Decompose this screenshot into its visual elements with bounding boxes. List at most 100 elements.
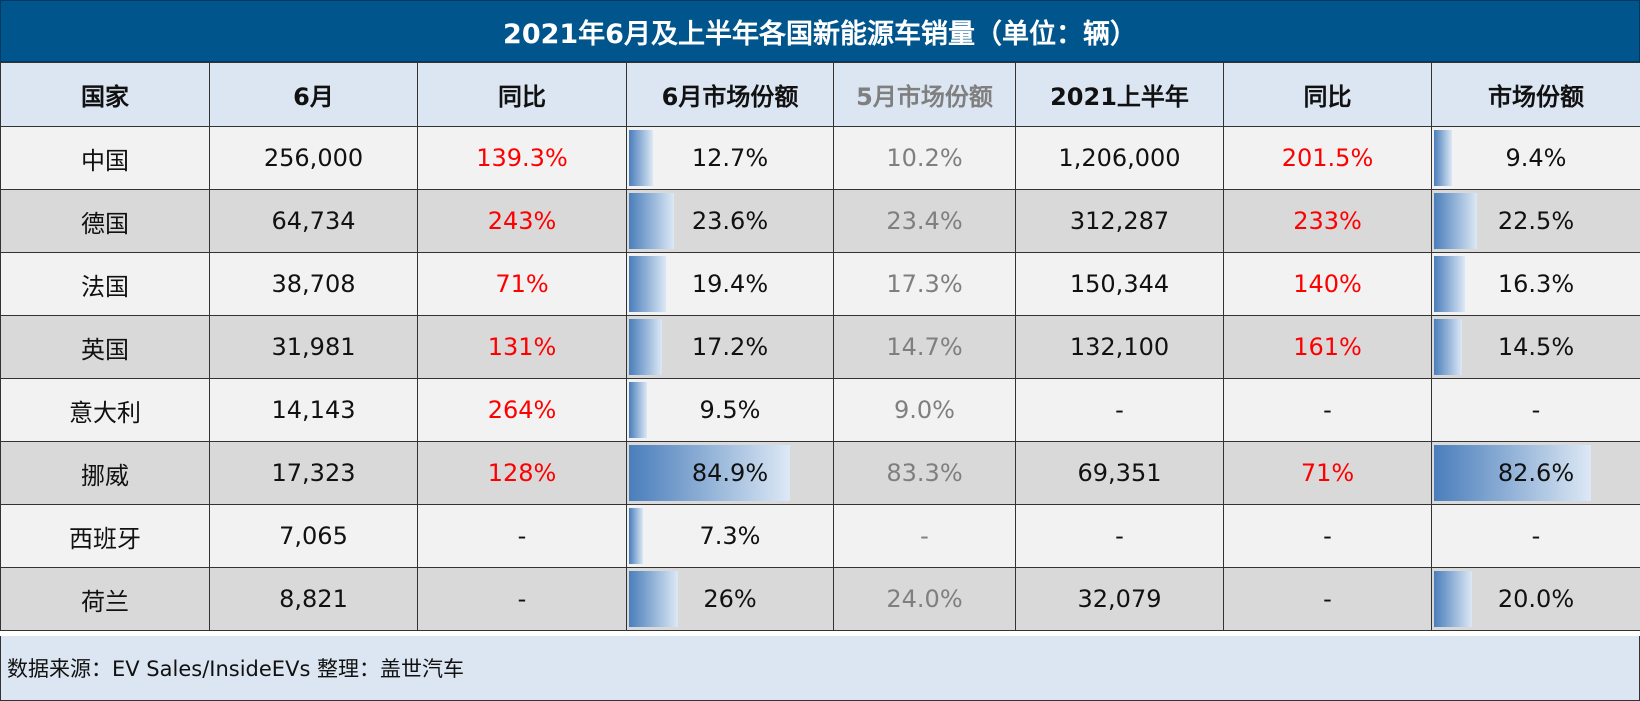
cell-value: 150,344 — [1069, 270, 1170, 298]
h1-sales-cell: 69,351 — [1015, 441, 1224, 505]
cell-value: 264% — [487, 396, 557, 424]
june-share-cell: 23.6% — [626, 189, 834, 253]
june-sales-cell: 8,821 — [209, 567, 418, 631]
june-share-cell: 7.3% — [626, 504, 834, 568]
table-row: 西班牙 7,065 - 7.3% - - - - — [0, 504, 1640, 568]
table-title: 2021年6月及上半年各国新能源车销量（单位：辆） — [0, 0, 1640, 62]
cell-value: - — [1323, 585, 1332, 613]
cell-value: - — [517, 522, 527, 550]
cell-value: 22.5% — [1497, 207, 1575, 235]
cell-value: 17.2% — [691, 333, 769, 361]
h1-share-cell: 20.0% — [1431, 567, 1640, 631]
header-h1-yoy: 同比 — [1223, 62, 1432, 127]
cell-value: 24.0% — [886, 585, 963, 613]
may-share-cell: - — [833, 504, 1016, 568]
cell-value: 7,065 — [279, 522, 348, 550]
cell-value: 英国 — [81, 335, 129, 364]
cell-value: 131% — [487, 333, 557, 361]
june-yoy-cell: 131% — [417, 315, 627, 379]
june-sales-cell: 64,734 — [209, 189, 418, 253]
h1-share-cell: 9.4% — [1431, 126, 1640, 190]
june-yoy-cell: 71% — [417, 252, 627, 316]
header-row: 国家 6月 同比 6月市场份额 5月市场份额 2021上半年 同比 市场份额 — [0, 62, 1640, 127]
june-share-cell: 17.2% — [626, 315, 834, 379]
cell-value: - — [1531, 396, 1541, 424]
h1-yoy-cell: - — [1223, 504, 1432, 568]
june-share-cell: 19.4% — [626, 252, 834, 316]
june-sales-cell: 7,065 — [209, 504, 418, 568]
cell-value: 14,143 — [271, 396, 356, 424]
cell-value: - — [1115, 396, 1124, 424]
h1-share-cell: 22.5% — [1431, 189, 1640, 253]
h1-yoy-cell: - — [1223, 567, 1432, 631]
cell-value: 26% — [703, 585, 757, 613]
may-share-cell: 17.3% — [833, 252, 1016, 316]
h1-yoy-cell: 161% — [1223, 315, 1432, 379]
may-share-cell: 24.0% — [833, 567, 1016, 631]
cell-value: 16.3% — [1497, 270, 1575, 298]
country-cell: 德国 — [0, 189, 210, 253]
country-cell: 荷兰 — [0, 567, 210, 631]
cell-value: 9.0% — [894, 396, 955, 424]
country-cell: 法国 — [0, 252, 210, 316]
cell-value: 71% — [1300, 459, 1355, 487]
june-yoy-cell: 128% — [417, 441, 627, 505]
cell-value: 243% — [487, 207, 557, 235]
data-bar — [1434, 445, 1591, 501]
country-cell: 中国 — [0, 126, 210, 190]
cell-value: 256,000 — [263, 144, 364, 172]
cell-value: 20.0% — [1497, 585, 1575, 613]
h1-yoy-cell: 140% — [1223, 252, 1432, 316]
may-share-cell: 23.4% — [833, 189, 1016, 253]
may-share-cell: 14.7% — [833, 315, 1016, 379]
june-sales-cell: 17,323 — [209, 441, 418, 505]
cell-value: 38,708 — [271, 270, 356, 298]
h1-share-cell: 14.5% — [1431, 315, 1640, 379]
may-share-cell: 10.2% — [833, 126, 1016, 190]
h1-sales-cell: 1,206,000 — [1015, 126, 1224, 190]
data-bar — [1434, 319, 1462, 375]
cell-value: 161% — [1293, 333, 1362, 361]
h1-sales-cell: - — [1015, 504, 1224, 568]
data-bar — [629, 193, 674, 249]
country-cell: 意大利 — [0, 378, 210, 442]
cell-value: 128% — [487, 459, 557, 487]
cell-value: 17.3% — [886, 270, 963, 298]
header-h1: 2021上半年 — [1015, 62, 1224, 127]
cell-value: 83.3% — [886, 459, 963, 487]
table-row: 中国 256,000 139.3% 12.7% 10.2% 1,206,000 201.5%… — [0, 126, 1640, 190]
h1-sales-cell: 312,287 — [1015, 189, 1224, 253]
cell-value: 19.4% — [691, 270, 769, 298]
h1-sales-cell: 150,344 — [1015, 252, 1224, 316]
h1-sales-cell: - — [1015, 378, 1224, 442]
june-yoy-cell: 243% — [417, 189, 627, 253]
june-share-cell: 9.5% — [626, 378, 834, 442]
cell-value: - — [1323, 522, 1332, 550]
cell-value: 140% — [1293, 270, 1362, 298]
table-row: 德国 64,734 243% 23.6% 23.4% 312,287 233% 22.5% — [0, 189, 1640, 253]
h1-yoy-cell: 201.5% — [1223, 126, 1432, 190]
cell-value: 69,351 — [1077, 459, 1162, 487]
june-share-cell: 26% — [626, 567, 834, 631]
h1-share-cell: 16.3% — [1431, 252, 1640, 316]
june-sales-cell: 14,143 — [209, 378, 418, 442]
cell-value: 中国 — [81, 146, 129, 175]
h1-sales-cell: 132,100 — [1015, 315, 1224, 379]
cell-value: 14.7% — [886, 333, 963, 361]
data-bar — [629, 571, 679, 627]
data-bar — [1434, 193, 1477, 249]
data-bar — [629, 256, 666, 312]
h1-yoy-cell: - — [1223, 378, 1432, 442]
cell-value: 82.6% — [1497, 459, 1575, 487]
table-row: 意大利 14,143 264% 9.5% 9.0% - - - — [0, 378, 1640, 442]
h1-yoy-cell: 233% — [1223, 189, 1432, 253]
data-bar — [1434, 571, 1472, 627]
h1-sales-cell: 32,079 — [1015, 567, 1224, 631]
cell-value: 23.4% — [886, 207, 963, 235]
june-sales-cell: 38,708 — [209, 252, 418, 316]
cell-value: 64,734 — [271, 207, 356, 235]
data-bar — [629, 508, 643, 564]
data-bar — [1434, 256, 1465, 312]
h1-yoy-cell: 71% — [1223, 441, 1432, 505]
cell-value: 17,323 — [271, 459, 356, 487]
